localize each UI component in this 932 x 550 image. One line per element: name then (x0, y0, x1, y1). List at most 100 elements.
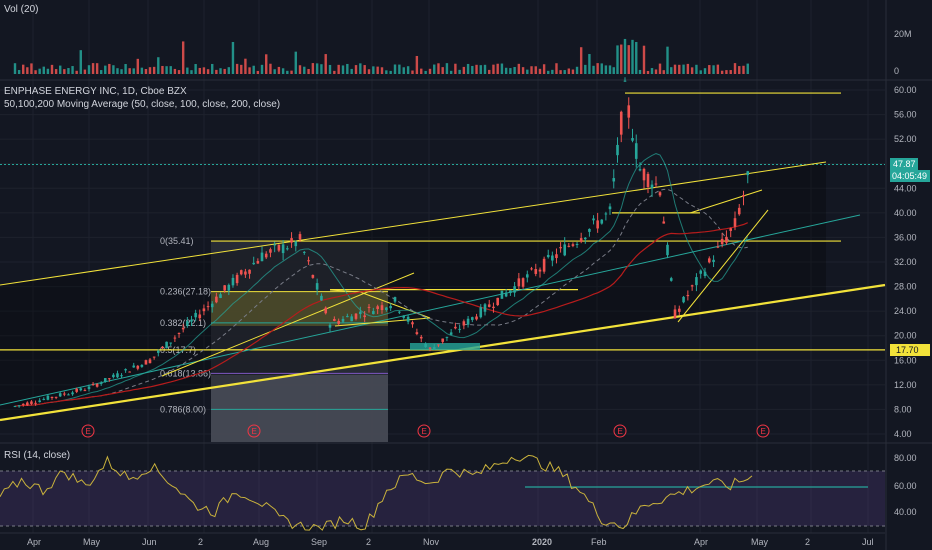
volume-bar (144, 69, 148, 74)
candle-body (140, 364, 144, 367)
price-tick-label: 44.00 (894, 183, 917, 193)
volume-bar (534, 66, 537, 74)
earnings-marker-label: E (761, 427, 766, 436)
candle-body (579, 238, 583, 242)
volume-bar (87, 65, 91, 74)
volume-bar (571, 69, 575, 74)
rsi-pane-title: RSI (14, close) (4, 450, 70, 461)
candle-body (454, 326, 457, 329)
earnings-marker (81, 424, 95, 438)
time-tick-label: Sep (311, 537, 327, 547)
time-tick-label: Apr (27, 537, 41, 547)
candle-body (273, 244, 276, 246)
volume-bar (635, 42, 638, 74)
volume-bar (337, 64, 340, 74)
candle-body (666, 244, 669, 256)
symbol-title: ENPHASE ENERGY INC, 1D, Cboe BZX (4, 86, 187, 97)
candle-body (239, 270, 243, 275)
price-pane: 0(35.41)0.236(27.18)0.382(22.1)0.5(17.7)… (0, 77, 930, 442)
candle-body (26, 402, 29, 406)
candle-body (298, 234, 302, 240)
candle-body (646, 173, 650, 188)
volume-bar (579, 47, 583, 74)
volume-bar (120, 69, 123, 74)
candle-body (256, 261, 260, 264)
price-tick-label: 60.00 (894, 85, 917, 95)
earnings-marker-label: E (422, 427, 427, 436)
candle-body (546, 254, 550, 258)
time-axis[interactable]: Apr May Jun 2 Aug Sep 2 Nov 2020 Feb Apr May 2 Jul (27, 537, 874, 547)
candle-body (521, 278, 525, 287)
volume-pane-title: Vol (20) (4, 4, 38, 15)
volume-bar (716, 64, 720, 74)
volume-bar (575, 66, 579, 74)
price-tick-label: 52.00 (894, 134, 917, 144)
volume-bar (650, 68, 654, 74)
time-tick-label: 2020 (532, 537, 552, 547)
candle-body (555, 254, 558, 259)
candle-body (742, 195, 745, 197)
candle-body (737, 207, 741, 215)
candle-body (235, 274, 239, 284)
volume-bar (420, 68, 423, 74)
price-axis[interactable]: 60.0056.0052.0048.0044.0040.0036.0032.00… (894, 85, 917, 439)
candle-body (350, 316, 353, 322)
candle-body (471, 317, 474, 320)
candle-body (619, 111, 623, 135)
volume-bar (248, 67, 251, 74)
volume-bar (666, 46, 669, 74)
candle-body (588, 228, 591, 232)
volume-bar (620, 44, 623, 74)
candle-body (91, 383, 95, 385)
volume-bar (95, 63, 99, 74)
volume-bar (79, 50, 82, 74)
volume-bar (612, 67, 615, 74)
time-tick-label: Jul (862, 537, 874, 547)
volume-bar (206, 69, 210, 74)
candle-body (441, 338, 444, 342)
candle-body (17, 405, 21, 407)
candle-body (725, 236, 728, 243)
volume-bar (83, 69, 87, 74)
volume-bar (202, 67, 206, 74)
candle-body (542, 258, 546, 272)
candle-body (733, 218, 737, 227)
candle-body (720, 238, 724, 245)
candle-body (513, 286, 516, 293)
candle-body (354, 313, 358, 319)
candle-body (248, 269, 251, 274)
candle-body (406, 316, 410, 322)
volume-bar (273, 69, 276, 74)
volume-bar (616, 45, 619, 74)
volume-bar (38, 68, 41, 74)
earnings-marker (417, 424, 431, 438)
candle-body (367, 306, 371, 308)
volume-bar (686, 63, 690, 74)
volume-bar (441, 67, 444, 74)
candle-body (604, 213, 608, 215)
volume-bar (542, 64, 546, 74)
candle-body (269, 249, 272, 253)
candle-body (315, 283, 319, 290)
candle-body (504, 292, 508, 297)
volume-bar (307, 68, 310, 74)
candle-body (219, 294, 222, 298)
time-tick-label: 2 (366, 537, 371, 547)
time-tick-label: Aug (253, 537, 269, 547)
volume-bar (411, 70, 414, 74)
candle-body (244, 271, 247, 275)
candle-body (673, 309, 677, 319)
candle-body (746, 171, 750, 176)
volume-bar (124, 64, 127, 74)
volume-bar (398, 64, 401, 74)
candle-body (654, 183, 658, 185)
volume-bar (521, 67, 525, 74)
volume-bar (298, 65, 302, 74)
volume-bar (678, 64, 681, 74)
volume-bar (746, 63, 749, 74)
volume-bar (500, 63, 504, 74)
candle-body (517, 278, 521, 287)
time-tick-label: 2 (805, 537, 810, 547)
volume-bar (406, 66, 410, 74)
